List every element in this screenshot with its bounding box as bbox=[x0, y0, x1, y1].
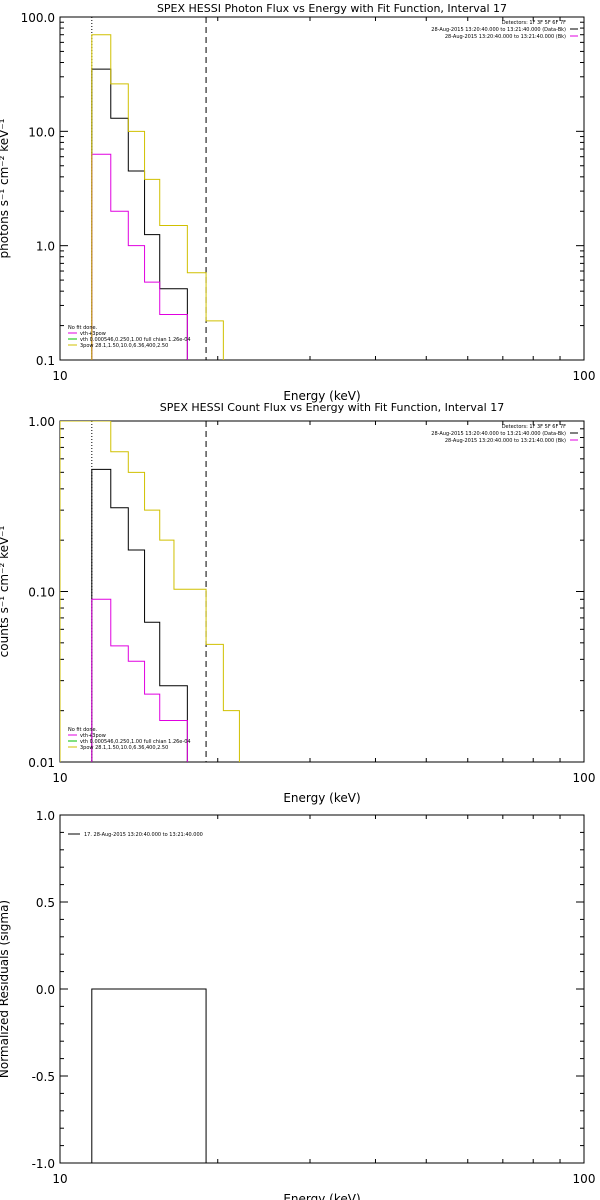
legend-text: Detectors: 1F 3F 5F 6F 7F bbox=[502, 424, 566, 430]
legend-text: Detectors: 1F 3F 5F 6F 7F bbox=[502, 20, 566, 26]
y-axis-label: Normalized Residuals (sigma) bbox=[0, 900, 11, 1078]
x-tick-label: 10 bbox=[52, 1172, 67, 1186]
y-tick-label: 0.5 bbox=[36, 896, 55, 910]
chart-panel-1: SPEX HESSI Photon Flux vs Energy with Fi… bbox=[0, 2, 595, 403]
x-axis-label: Energy (keV) bbox=[283, 389, 360, 403]
y-axis-label: photons s⁻¹ cm⁻² keV⁻¹ bbox=[0, 118, 11, 258]
y-tick-label: 1.0 bbox=[36, 809, 55, 823]
x-tick-label: 100 bbox=[573, 369, 596, 383]
legend-text: No fit done. bbox=[68, 727, 98, 733]
legend-text: vth 0.000546,0.250,1.00 full chian 1.26e… bbox=[80, 739, 191, 745]
series-line-3pow bbox=[60, 421, 240, 762]
y-tick-label: -0.5 bbox=[32, 1070, 55, 1084]
y-tick-label: 0.1 bbox=[36, 354, 55, 368]
series-line-bk bbox=[91, 598, 188, 762]
legend-text: 3pow 28.1,1.50,10.0,6.36,400,2.50 bbox=[80, 343, 168, 349]
legend-text: vth 0.000546,0.250,1.00 full chian 1.26e… bbox=[80, 337, 191, 343]
legend-text: 28-Aug-2015 13:20:40.000 to 13:21:40.000… bbox=[431, 27, 566, 33]
y-tick-label: 1.0 bbox=[36, 240, 55, 254]
legend-text: vth+3pow bbox=[80, 331, 106, 337]
x-tick-label: 10 bbox=[52, 771, 67, 785]
legend-text: 17. 28-Aug-2015 13:20:40.000 to 13:21:40… bbox=[84, 832, 203, 838]
series-line-17 bbox=[91, 988, 207, 1163]
legend-text: vth+3pow bbox=[80, 733, 106, 739]
x-tick-label: 10 bbox=[52, 369, 67, 383]
chart-panel-2: SPEX HESSI Count Flux vs Energy with Fit… bbox=[0, 401, 595, 805]
legend-text: No fit done. bbox=[68, 325, 98, 331]
series-line-bk bbox=[91, 153, 188, 360]
y-tick-label: 1.00 bbox=[28, 415, 55, 429]
y-tick-label: 0.10 bbox=[28, 586, 55, 600]
plot-area bbox=[60, 421, 240, 762]
x-tick-label: 100 bbox=[573, 771, 596, 785]
legend-text: 28-Aug-2015 13:20:40.000 to 13:21:40.000… bbox=[445, 34, 566, 40]
x-axis-label: Energy (keV) bbox=[283, 791, 360, 805]
y-tick-label: -1.0 bbox=[32, 1157, 55, 1171]
chart-title: SPEX HESSI Photon Flux vs Energy with Fi… bbox=[157, 2, 507, 15]
x-axis-label: Energy (keV) bbox=[283, 1192, 360, 1200]
legend-text: 28-Aug-2015 13:20:40.000 to 13:21:40.000… bbox=[431, 431, 566, 437]
y-tick-label: 0.0 bbox=[36, 983, 55, 997]
series-line-3pow bbox=[91, 34, 224, 360]
y-tick-label: 100.0 bbox=[21, 11, 55, 25]
series-line-data-bk bbox=[91, 68, 188, 360]
legend-text: 3pow 28.1,1.50,10.0,6.36,400,2.50 bbox=[80, 745, 168, 751]
axes-frame bbox=[59, 16, 585, 361]
plot-area bbox=[91, 17, 224, 360]
chart-title: SPEX HESSI Count Flux vs Energy with Fit… bbox=[160, 401, 504, 414]
chart-panel-3: 10 100 Energy (keV) -1.0 -0.5 0.0 0.5 1.0 Normal… bbox=[0, 809, 595, 1200]
series-line-data-bk bbox=[91, 468, 188, 762]
legend-text: 28-Aug-2015 13:20:40.000 to 13:21:40.000… bbox=[445, 438, 566, 444]
y-tick-label: 10.0 bbox=[28, 125, 55, 139]
y-axis-label: counts s⁻¹ cm⁻² keV⁻¹ bbox=[0, 525, 11, 657]
plot-area bbox=[91, 988, 207, 1163]
y-tick-label: 0.01 bbox=[28, 756, 55, 770]
x-tick-label: 100 bbox=[573, 1172, 596, 1186]
